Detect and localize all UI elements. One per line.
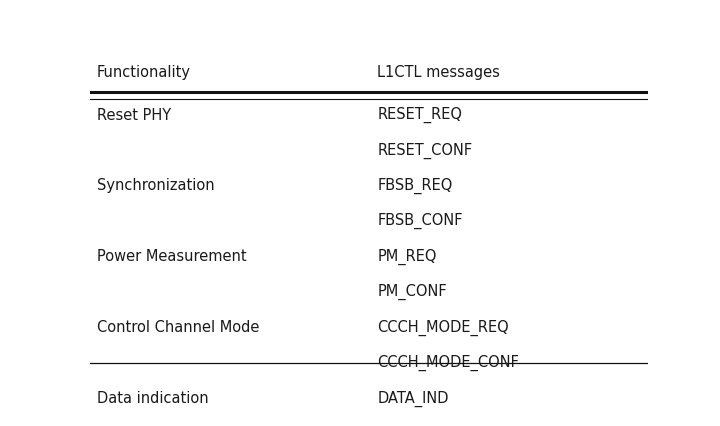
Text: Data indication: Data indication	[96, 391, 208, 406]
Text: Reset PHY: Reset PHY	[96, 108, 171, 123]
Text: L1CTL messages: L1CTL messages	[377, 65, 500, 80]
Text: RESET_CONF: RESET_CONF	[377, 142, 472, 158]
Text: PM_REQ: PM_REQ	[377, 249, 437, 265]
Text: DATA_IND: DATA_IND	[377, 390, 449, 406]
Text: Functionality: Functionality	[96, 65, 191, 80]
Text: CCCH_MODE_CONF: CCCH_MODE_CONF	[377, 355, 519, 371]
Text: Control Channel Mode: Control Channel Mode	[96, 320, 259, 335]
Text: FBSB_REQ: FBSB_REQ	[377, 178, 453, 194]
Text: PM_CONF: PM_CONF	[377, 284, 447, 300]
Text: Synchronization: Synchronization	[96, 178, 215, 193]
Text: Power Measurement: Power Measurement	[96, 249, 246, 264]
Text: CCCH_MODE_REQ: CCCH_MODE_REQ	[377, 320, 509, 336]
Text: RESET_REQ: RESET_REQ	[377, 107, 462, 123]
Text: FBSB_CONF: FBSB_CONF	[377, 213, 463, 230]
